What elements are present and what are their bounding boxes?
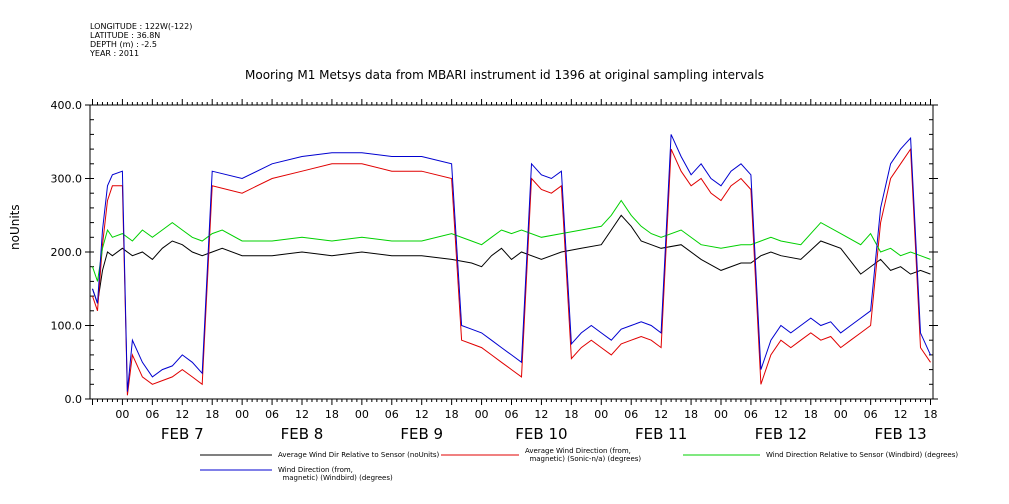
y-tick-label-4: 400.0 xyxy=(51,99,83,112)
legend-label-2: Wind Direction Relative to Sensor (Windb… xyxy=(766,451,959,459)
x-hour-label: 18 xyxy=(564,408,578,421)
x-hour-label: 06 xyxy=(145,408,159,421)
x-hour-label: 00 xyxy=(355,408,369,421)
x-day-label-5: FEB 12 xyxy=(755,425,807,443)
x-day-label-6: FEB 13 xyxy=(874,425,926,443)
x-day-label-1: FEB 8 xyxy=(281,425,324,443)
x-hour-label: 06 xyxy=(385,408,399,421)
x-hour-label: 12 xyxy=(654,408,668,421)
y-tick-label-2: 200.0 xyxy=(51,246,83,259)
x-hour-label: 06 xyxy=(265,408,279,421)
x-hour-label: 00 xyxy=(594,408,608,421)
x-hour-label: 12 xyxy=(295,408,309,421)
x-hour-label: 00 xyxy=(834,408,848,421)
x-hour-label: 00 xyxy=(235,408,249,421)
series-line-0 xyxy=(92,214,931,304)
legend-label-1: Average Wind Direction (from, magnetic) … xyxy=(525,447,642,463)
x-hour-label: 06 xyxy=(624,408,638,421)
x-hour-label: 18 xyxy=(684,408,698,421)
x-hour-label: 12 xyxy=(415,408,429,421)
x-day-label-3: FEB 10 xyxy=(515,425,567,443)
x-hour-label: 06 xyxy=(864,408,878,421)
x-hour-label: 00 xyxy=(115,408,129,421)
series-line-1 xyxy=(92,147,931,396)
legend-label-0: Average Wind Dir Relative to Sensor (noU… xyxy=(278,451,440,459)
x-hour-label: 18 xyxy=(445,408,459,421)
y-tick-label-3: 300.0 xyxy=(51,173,83,186)
x-hour-label: 18 xyxy=(205,408,219,421)
y-tick-label-0: 0.0 xyxy=(65,393,83,406)
x-hour-label: 12 xyxy=(175,408,189,421)
x-hour-label: 12 xyxy=(774,408,788,421)
series-line-3 xyxy=(92,134,931,392)
longitude-label: LONGITUDE : 122W(-122) xyxy=(90,22,193,31)
x-day-label-2: FEB 9 xyxy=(400,425,443,443)
chart-title: Mooring M1 Metsys data from MBARI instru… xyxy=(245,68,764,82)
x-day-label-4: FEB 11 xyxy=(635,425,687,443)
x-day-label-0: FEB 7 xyxy=(161,425,204,443)
x-hour-label: 12 xyxy=(534,408,548,421)
depth-label: DEPTH (m) : -2.5 xyxy=(90,40,157,49)
legend-label-3: Wind Direction (from, magnetic) (Windbir… xyxy=(278,466,393,482)
series-line-2 xyxy=(92,199,931,282)
x-hour-label: 18 xyxy=(804,408,818,421)
x-hour-label: 18 xyxy=(924,408,938,421)
x-hour-label: 18 xyxy=(325,408,339,421)
year-label: YEAR : 2011 xyxy=(90,49,140,58)
x-hour-label: 00 xyxy=(475,408,489,421)
x-hour-label: 06 xyxy=(744,408,758,421)
y-tick-label-1: 100.0 xyxy=(51,320,83,333)
x-hour-label: 00 xyxy=(714,408,728,421)
x-hour-label: 06 xyxy=(505,408,519,421)
x-hour-label: 12 xyxy=(894,408,908,421)
latitude-label: LATITUDE : 36.8N xyxy=(90,31,161,40)
